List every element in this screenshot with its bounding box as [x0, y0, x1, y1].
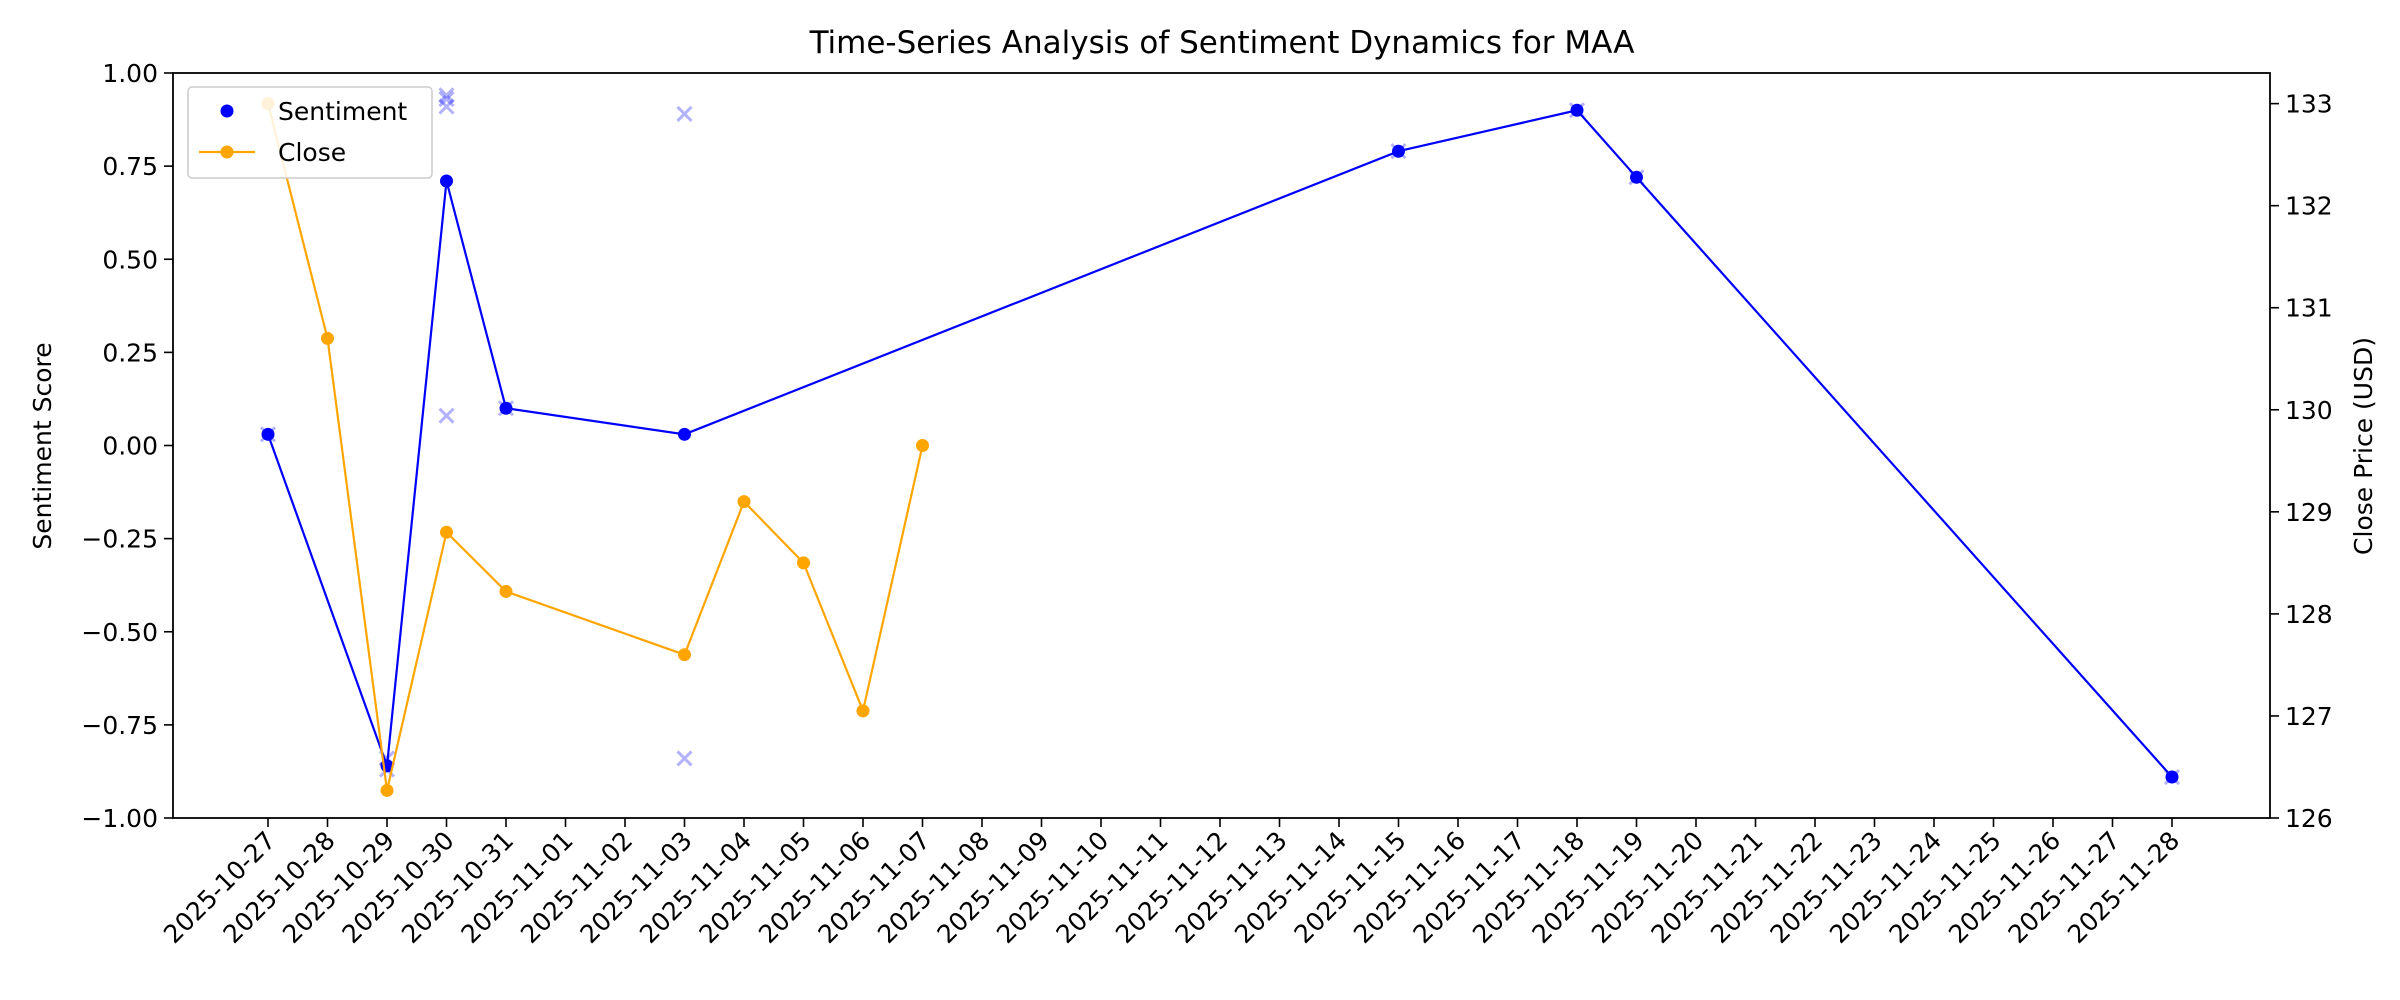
- y-right-tick-label: 133: [2285, 90, 2333, 119]
- y-right-tick-label: 131: [2285, 294, 2333, 323]
- y-left-tick-label: −0.25: [81, 525, 158, 554]
- series-point-close: [856, 704, 870, 718]
- series-point-sentiment: [678, 427, 691, 441]
- series-point-sentiment: [499, 401, 513, 415]
- series-point-close: [678, 648, 691, 662]
- sentiment-cross-marker: [438, 98, 455, 115]
- sentiment-cross-marker: [676, 105, 693, 123]
- y-left-tick-label: 1.00: [102, 59, 158, 88]
- y-axis-left-label: Sentiment Score: [28, 342, 57, 549]
- y-left-tick-label: 0.50: [102, 245, 158, 274]
- sentiment-cross-marker: [438, 407, 455, 424]
- series-point-sentiment: [1392, 144, 1405, 158]
- series-point-close: [380, 783, 394, 797]
- series-point-close: [916, 439, 929, 452]
- series-line-close: [266, 103, 924, 791]
- y-left-tick-label: 0.75: [102, 152, 158, 181]
- legend-label: Sentiment: [278, 97, 407, 126]
- series-point-sentiment: [2165, 770, 2179, 784]
- y-right-tick-label: 127: [2285, 702, 2333, 731]
- y-left-tick-label: 0.00: [102, 432, 158, 461]
- y-right-tick-label: 126: [2285, 804, 2333, 833]
- series-point-sentiment: [1630, 170, 1643, 184]
- y-left-tick-label: −0.75: [81, 711, 158, 740]
- sentiment-cross-marker: [676, 750, 693, 767]
- plot-frame: [172, 72, 2271, 819]
- sentiment-cross-marker: [438, 91, 455, 108]
- y-right-tick-label: 129: [2285, 498, 2333, 527]
- y-left-tick-label: 0.25: [102, 338, 158, 367]
- chart-title: Time-Series Analysis of Sentiment Dynami…: [809, 25, 1635, 61]
- series-point-close: [737, 495, 751, 509]
- legend-label: Close: [278, 138, 346, 167]
- series-point-sentiment: [1570, 103, 1584, 117]
- y-right-tick-label: 128: [2285, 600, 2333, 629]
- y-right-tick-label: 130: [2285, 396, 2333, 425]
- series-point-close: [797, 556, 810, 570]
- series-point-sentiment: [261, 427, 275, 441]
- legend-swatch-marker: [220, 104, 234, 118]
- legend: Sentiment Close: [187, 86, 433, 179]
- y-right-tick-label: 132: [2285, 192, 2333, 221]
- y-axis-right-label: Close Price (USD): [2349, 337, 2378, 555]
- plot-area: −1.00 −0.75 −0.50 −0.25 0.00 0.25 0.50 0.75 1.00…: [81, 59, 2332, 949]
- legend-swatch-marker: [220, 145, 234, 159]
- legend-box: [187, 86, 433, 179]
- series-point-close: [499, 584, 513, 598]
- sentiment-cross-marker: [438, 87, 455, 104]
- y-left-tick-label: −0.50: [81, 618, 158, 647]
- y-left-tick-label: −1.00: [81, 804, 158, 833]
- series-point-close: [440, 525, 453, 539]
- series-point-close: [321, 331, 334, 345]
- series-point-sentiment: [440, 174, 453, 188]
